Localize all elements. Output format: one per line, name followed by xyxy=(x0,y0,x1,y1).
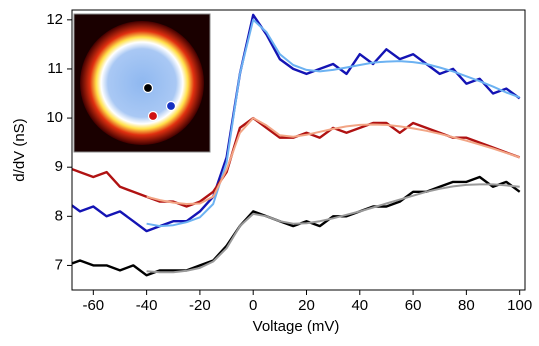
x-axis-label: Voltage (mV) xyxy=(253,318,340,335)
inset-dot-blue xyxy=(167,102,176,111)
x-tick-label: -60 xyxy=(82,297,104,314)
x-tick-label: 60 xyxy=(405,297,422,314)
x-tick-label: 0 xyxy=(249,297,257,314)
y-tick-label: 7 xyxy=(55,256,63,273)
inset-dot-black xyxy=(144,84,153,93)
chart: Voltage (mV) d/dV (nS) -60 -40 -20 0 20 40 60 8… xyxy=(0,0,539,341)
series-line xyxy=(147,184,520,272)
inset-blob xyxy=(80,21,204,145)
x-tick-label: -20 xyxy=(189,297,211,314)
x-tick-label: 100 xyxy=(507,297,532,314)
x-tick-label: 40 xyxy=(351,297,368,314)
inset-dot-red xyxy=(149,112,158,121)
y-tick-label: 8 xyxy=(55,207,63,224)
y-axis-label: d/dV (nS) xyxy=(11,118,28,181)
inset-image xyxy=(74,14,210,152)
y-tick-label: 9 xyxy=(55,158,63,175)
y-tick-label: 11 xyxy=(47,60,63,77)
x-tick-label: 20 xyxy=(298,297,315,314)
y-tick-label: 12 xyxy=(46,11,63,28)
x-tick-label: 80 xyxy=(458,297,475,314)
x-tick-label: -40 xyxy=(136,297,158,314)
y-tick-label: 10 xyxy=(46,109,63,126)
